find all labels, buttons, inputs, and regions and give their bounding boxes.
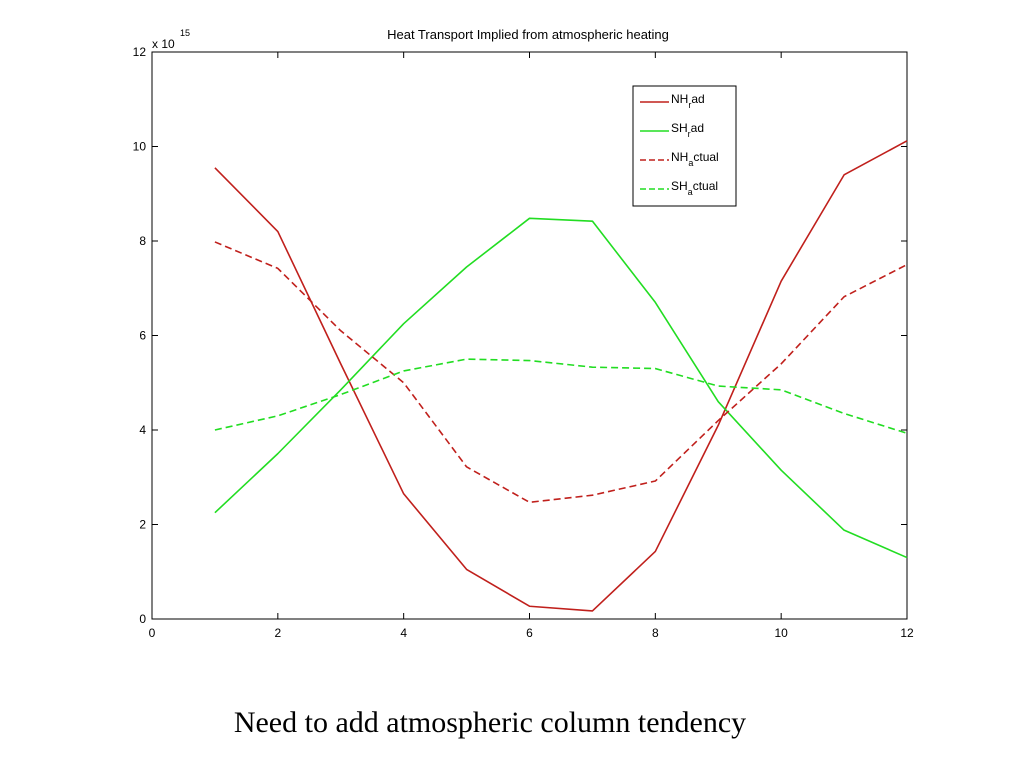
series-line-sh-rad [214,217,908,559]
legend-label-subscript: a [688,187,693,197]
y-tick-label: 12 [133,45,147,59]
y-multiplier: x 10 15 [152,28,190,51]
x-tick-label: 12 [900,626,914,640]
y-tick-label: 2 [139,518,146,532]
legend-label-rest: ctual [693,179,718,193]
legend-label-rest: ctual [693,150,718,164]
y-multiplier-base: x 10 [152,37,175,51]
plot-area: 0 2 4 6 8 10 12024681012NHradSHradNHactualSHac… [133,45,914,640]
x-tick-label: 10 [774,626,788,640]
legend-entry-label: SHrad [671,121,704,139]
y-tick-label: 10 [133,140,147,154]
x-tick-label: 0 [149,626,156,640]
y-tick-label: 6 [139,329,146,343]
legend-label-main: SH [671,121,688,135]
y-tick-label: 0 [139,612,146,626]
slide-caption: Need to add atmospheric column tendency [233,706,747,739]
legend-label-subscript: r [688,129,691,139]
chart-title: Heat Transport Implied from atmospheric … [387,27,669,42]
legend-entry-label: NHrad [671,92,705,110]
x-tick-label: 6 [526,626,533,640]
legend-label-subscript: r [688,100,691,110]
legend-label-rest: ad [691,121,704,135]
y-tick-label: 4 [139,423,146,437]
x-tick-label: 2 [274,626,281,640]
legend-label-main: SH [671,179,688,193]
x-tick-label: 8 [652,626,659,640]
legend-label-subscript: a [688,158,693,168]
axes-box [151,51,908,620]
y-tick-label: 8 [139,234,146,248]
line-chart: Heat Transport Implied from atmospheric … [133,27,914,640]
y-multiplier-exponent: 15 [180,28,190,38]
legend-entry-label: SHactual [671,179,718,197]
legend-box [632,85,737,207]
legend-label-main: NH [671,150,688,164]
legend-label-main: NH [671,92,688,106]
legend-entry-label: NHactual [671,150,719,168]
series-line-nh-rad [214,140,908,612]
series-line-sh-actual [214,358,908,435]
series-line-nh-actual [214,241,908,504]
x-tick-label: 4 [400,626,407,640]
legend-label-rest: ad [691,92,704,106]
